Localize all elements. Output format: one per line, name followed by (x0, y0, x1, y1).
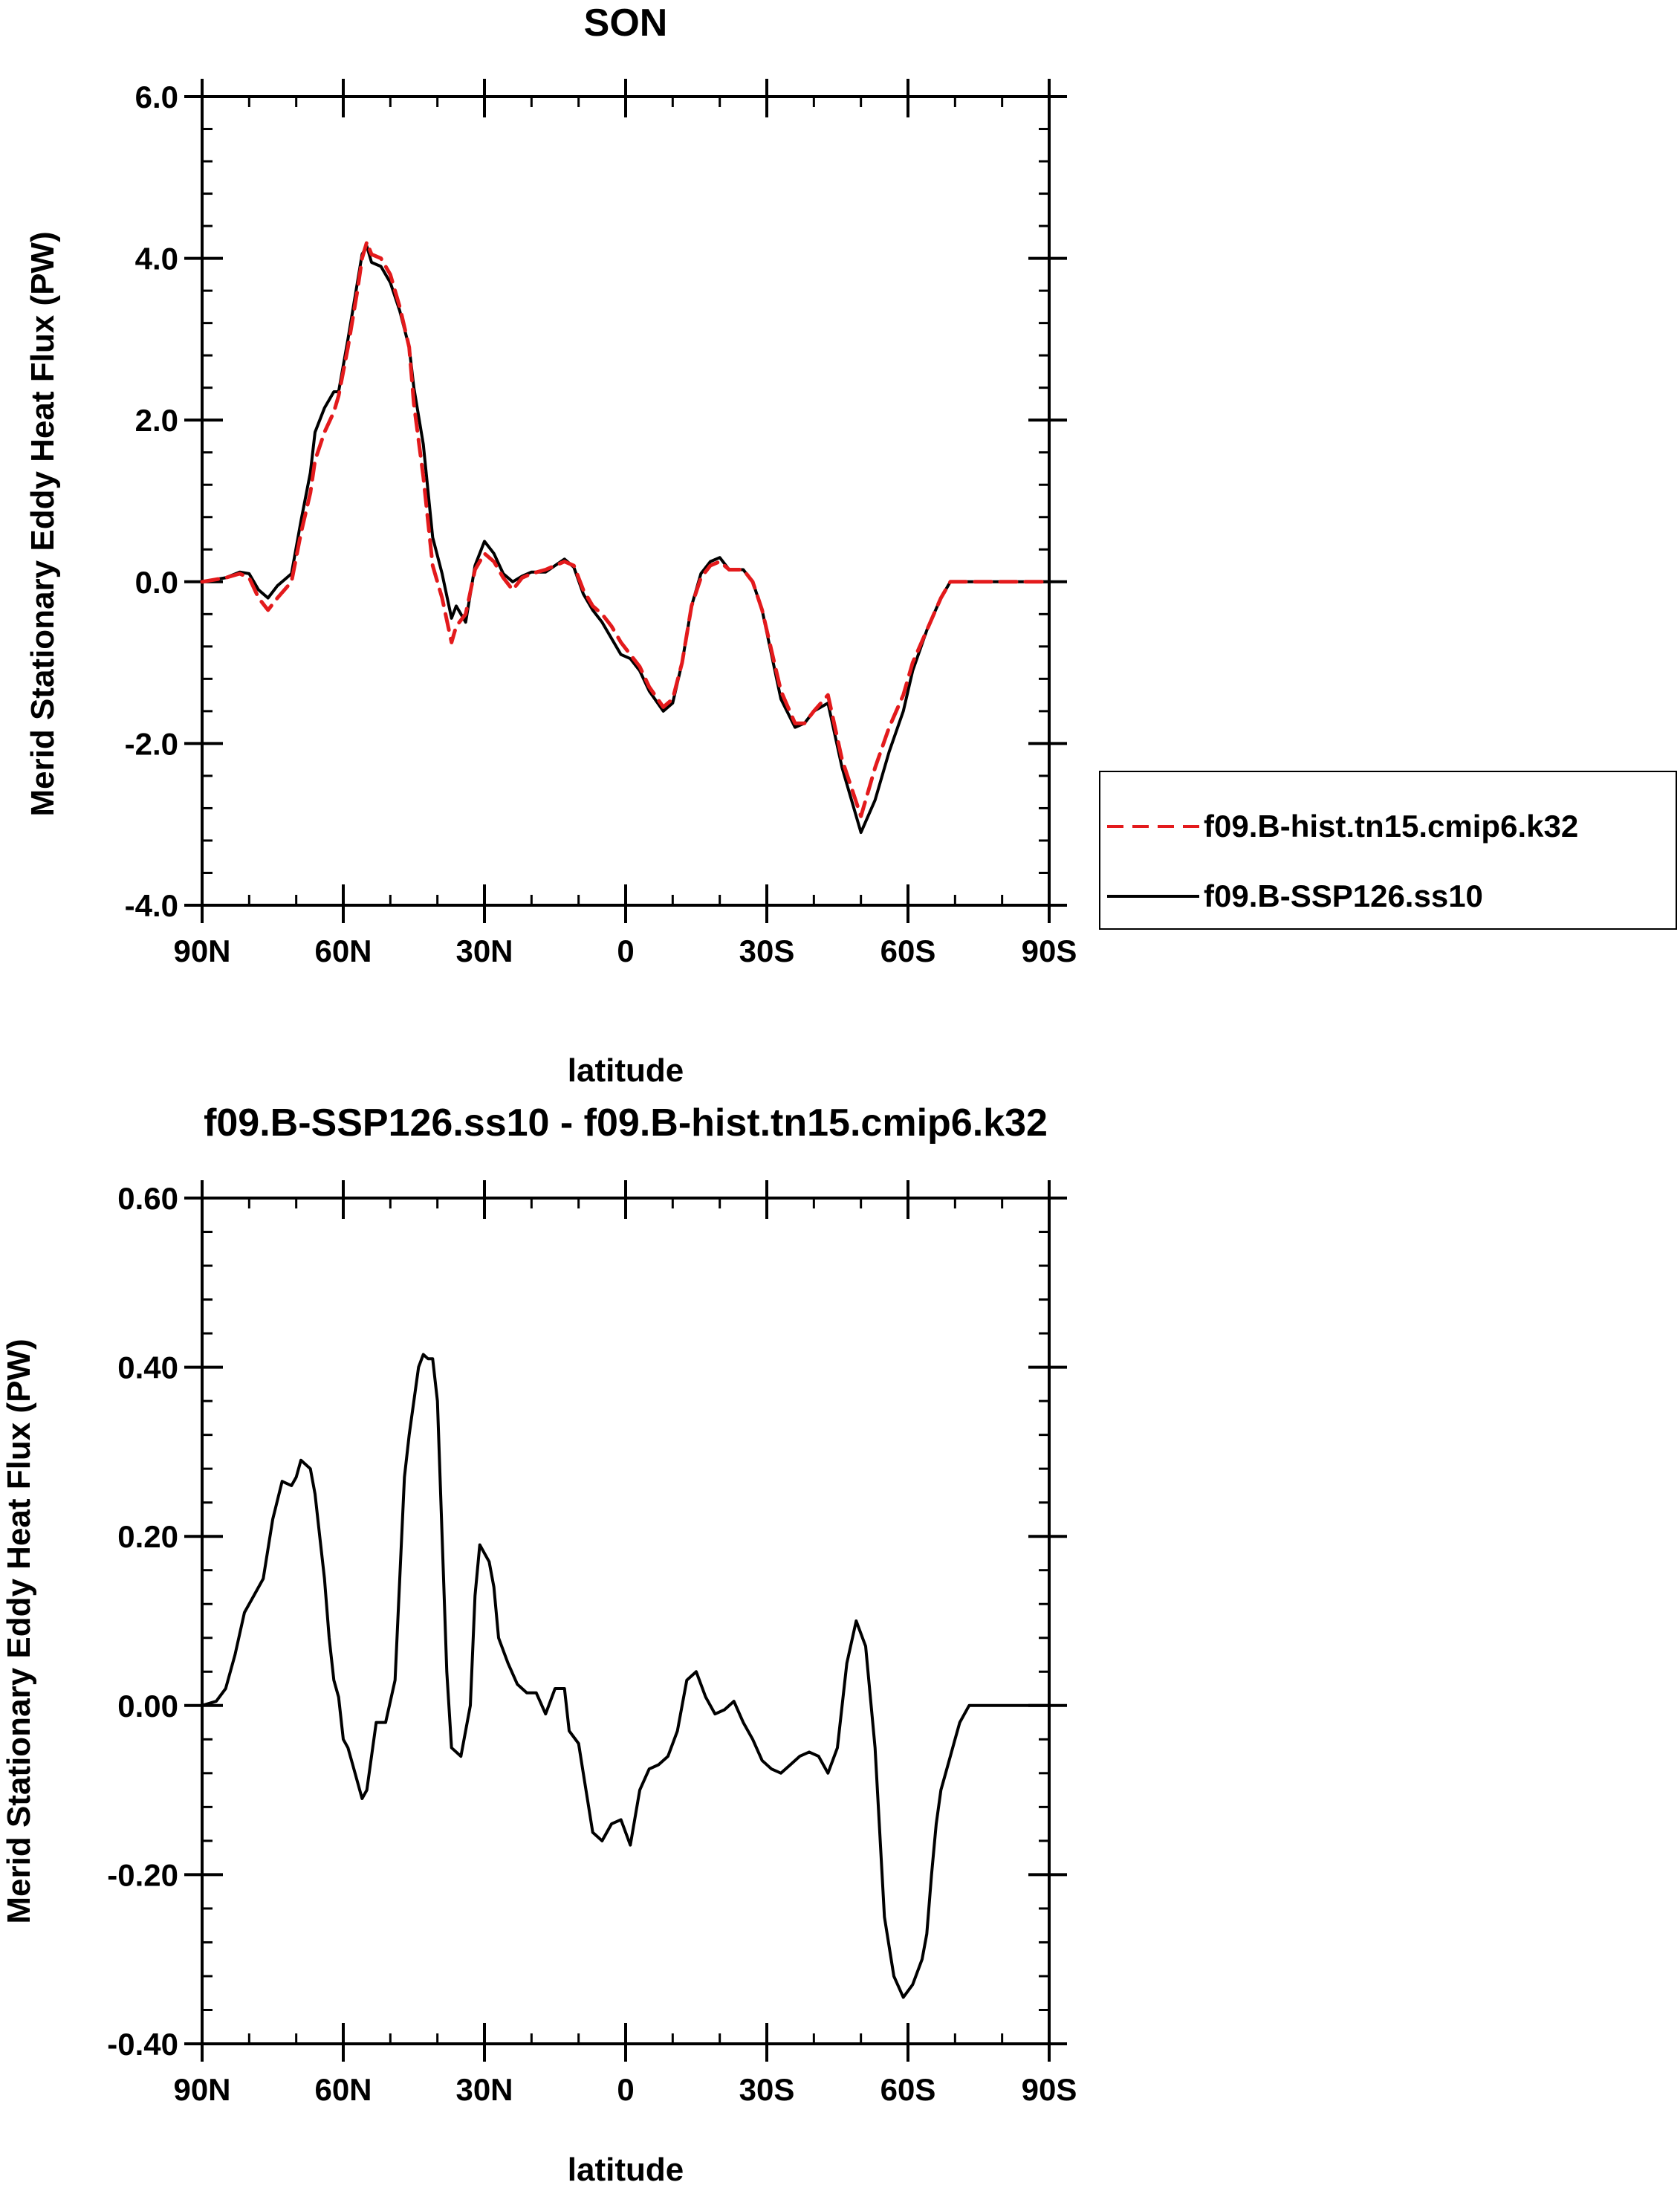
legend-label-hist: f09.B-hist.tn15.cmip6.k32 (1204, 809, 1578, 844)
bottom-x-axis-label: latitude (568, 2152, 684, 2188)
top-x-tick-label: 60S (880, 933, 936, 968)
bottom-x-tick-label: 30N (455, 2072, 513, 2107)
bottom-y-tick-label: 0.60 (117, 1181, 178, 1216)
top-plot-frame (201, 95, 1051, 907)
top-series-line-f09-b-hist-tn15-cmip6-k32 (200, 240, 1051, 818)
top-y-axis-label: Merid Stationary Eddy Heat Flux (PW) (25, 231, 61, 816)
legend-label-ssp: f09.B-SSP126.ss10 (1204, 878, 1483, 913)
top-y-tick-label: 2.0 (135, 403, 178, 438)
bottom-y-tick-label: 0.00 (117, 1689, 178, 1723)
top-panel: SON -4.0 -2.0 0.0 2.0 4.0 6.0 90N 60N 30N 0 30S 60S… (25, 1, 1677, 1089)
bottom-x-tick-label: 0 (617, 2072, 634, 2107)
top-x-axis-label: latitude (568, 1052, 684, 1089)
bottom-x-tick-label: 90N (173, 2072, 230, 2107)
bottom-panel: f09.B-SSP126.ss10 - f09.B-hist.tn15.cmip… (1, 1101, 1077, 2188)
bottom-y-tick-label: -0.40 (107, 2027, 178, 2062)
bottom-x-tick-label: 90S (1022, 2072, 1077, 2107)
top-y-tick-label: 4.0 (135, 242, 178, 276)
bottom-y-tick-label: -0.20 (107, 1857, 178, 1892)
top-x-tick-label: 90N (173, 933, 230, 968)
top-y-tick-label: 0.0 (135, 565, 178, 600)
bottom-x-tick-label: 30S (739, 2072, 795, 2107)
bottom-y-tick-label: 0.20 (117, 1519, 178, 1554)
top-x-tick-label: 90S (1022, 933, 1077, 968)
bottom-x-tick-label: 60S (880, 2072, 936, 2107)
top-x-tick-label: 30N (455, 933, 513, 968)
bottom-plot-area: -0.40 -0.20 0.00 0.20 0.40 0.60 90N 60N 30N 0 30S 6… (107, 1180, 1077, 2107)
bottom-y-tick-label: 0.40 (117, 1350, 178, 1385)
top-x-tick-label: 30S (739, 933, 795, 968)
legend: f09.B-hist.tn15.cmip6.k32 f09.B-SSP126.s… (1099, 771, 1677, 930)
bottom-y-axis-label: Merid Stationary Eddy Heat Flux (PW) (1, 1339, 37, 1923)
top-x-tick-label: 0 (617, 933, 634, 968)
bottom-x-tick-label: 60N (314, 2072, 372, 2107)
top-y-tick-label: 6.0 (135, 80, 178, 114)
top-plot-area: -4.0 -2.0 0.0 2.0 4.0 6.0 90N 60N 30N 0 30S 60S 90S (125, 79, 1077, 968)
top-y-tick-label: -2.0 (125, 726, 178, 761)
bottom-series-line-difference (201, 1353, 1051, 1999)
top-series-line-f09-b-ssp126-ss10 (201, 245, 1051, 835)
top-y-tick-label: -4.0 (125, 888, 178, 923)
bottom-chart-title: f09.B-SSP126.ss10 - f09.B-hist.tn15.cmip… (204, 1101, 1048, 1145)
top-chart-title: SON (584, 1, 668, 45)
legend-box (1099, 771, 1677, 930)
top-x-tick-label: 60N (314, 933, 372, 968)
